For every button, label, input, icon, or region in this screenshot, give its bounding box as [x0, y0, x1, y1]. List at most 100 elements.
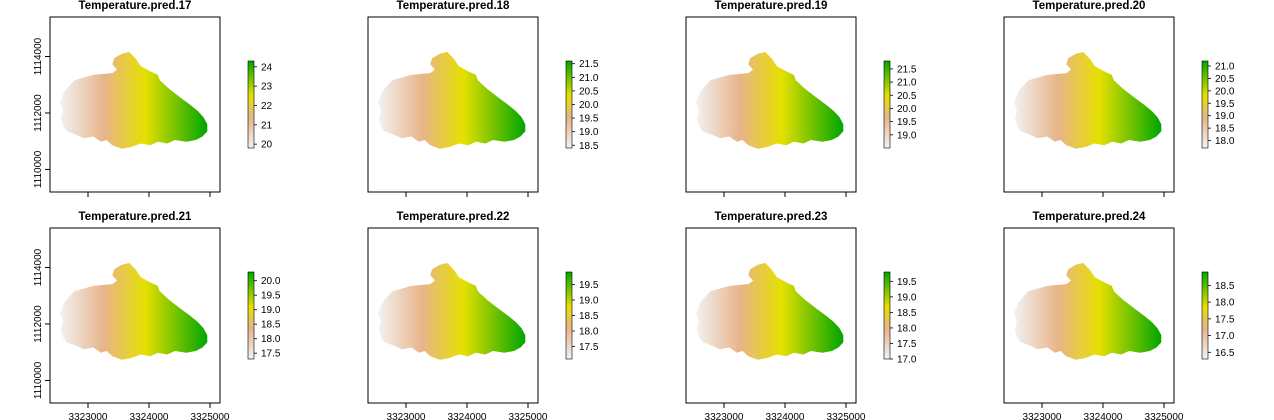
legend-tick-label: 17.5	[1215, 314, 1235, 325]
panel-title: Temperature.pred.21	[79, 211, 193, 223]
legend-tick-label: 18.0	[1215, 298, 1235, 309]
panel-title: Temperature.pred.23	[715, 211, 828, 223]
legend-tick-label: 19.0	[897, 130, 917, 141]
legend-tick-label: 19.5	[897, 277, 917, 288]
raster-region	[696, 263, 844, 360]
panel-title: Temperature.pred.19	[715, 0, 828, 12]
legend-tick-label: 23	[261, 82, 273, 93]
legend-tick-label: 21.0	[1215, 61, 1235, 72]
legend-tick-label: 18.5	[897, 308, 917, 319]
map-panel: Temperature.pred.23 3323000 3324000 3325000…	[685, 211, 917, 420]
legend-tick-label: 18.0	[897, 323, 917, 334]
legend-tick-label: 20.0	[579, 100, 599, 111]
legend-tick-label: 17.5	[579, 342, 599, 353]
panel-title: Temperature.pred.18	[397, 0, 511, 12]
plot-frame	[685, 227, 857, 404]
legend-tick-label: 21.0	[897, 78, 917, 89]
x-tick-label: 3324000	[1084, 412, 1123, 420]
x-tick-label: 3323000	[69, 412, 108, 420]
legend-tick-label: 18.5	[1215, 124, 1235, 135]
y-tick-label: 1112000	[33, 94, 44, 132]
map-panel: Temperature.pred.21 1110000 1112000 1114000…	[33, 211, 281, 420]
raster-region	[1014, 263, 1162, 360]
legend-tick-label: 19.0	[579, 295, 599, 306]
raster-region	[696, 52, 844, 149]
legend-tick-label: 19.5	[261, 291, 281, 302]
x-tick-label: 3324000	[130, 412, 169, 420]
legend-tick-label: 20.5	[1215, 74, 1235, 85]
panel-title: Temperature.pred.24	[1033, 211, 1147, 223]
legend-tick-label: 18.5	[579, 141, 599, 152]
legend-tick-label: 20	[261, 140, 273, 151]
raster-region	[60, 52, 208, 149]
legend-tick-label: 21.0	[579, 73, 599, 84]
legend-tick-label: 20.0	[261, 276, 281, 287]
legend-tick-label: 18.0	[579, 327, 599, 338]
panel-title: Temperature.pred.22	[397, 211, 510, 223]
legend-tick-label: 19.5	[579, 114, 599, 125]
raster-region	[60, 263, 208, 360]
legend-colorbar	[247, 60, 255, 149]
x-tick-label: 3325000	[509, 412, 548, 420]
plot-frame	[1003, 227, 1175, 404]
y-tick-label: 1114000	[33, 248, 44, 286]
raster-region	[378, 263, 526, 360]
legend-tick-label: 20.5	[897, 91, 917, 102]
raster-region	[378, 52, 526, 149]
legend-colorbar	[883, 60, 891, 149]
legend-tick-label: 24	[261, 62, 273, 73]
legend-tick-label: 18.5	[261, 320, 281, 331]
map-panel: Temperature.pred.2018.018.519.019.520.02…	[1003, 0, 1235, 197]
legend-tick-label: 18.0	[261, 334, 281, 345]
legend-tick-label: 21.5	[897, 64, 917, 75]
map-panel: Temperature.pred.24 3323000 3324000 3325000…	[1003, 211, 1235, 420]
legend-tick-label: 19.5	[897, 117, 917, 128]
legend-colorbar	[883, 271, 891, 360]
legend-tick-label: 22	[261, 101, 273, 112]
legend-tick-label: 18.5	[579, 311, 599, 322]
legend-tick-label: 20.5	[579, 86, 599, 97]
plot-frame	[685, 16, 857, 193]
x-tick-label: 3325000	[1145, 412, 1184, 420]
x-tick-label: 3325000	[827, 412, 866, 420]
legend-tick-label: 18.5	[1215, 281, 1235, 292]
legend-tick-label: 17.0	[1215, 331, 1235, 342]
y-tick-label: 1110000	[33, 361, 44, 399]
legend-tick-label: 19.0	[579, 127, 599, 138]
map-panel: Temperature.pred.17 1110000 1112000 1114000…	[33, 0, 273, 197]
x-tick-label: 3324000	[448, 412, 487, 420]
legend-tick-label: 16.5	[1215, 348, 1235, 359]
plot-frame	[367, 16, 539, 193]
plot-frame	[49, 227, 221, 404]
map-panel: Temperature.pred.18 18.5 19.0 19.5 20.0 20.5 2…	[367, 0, 599, 197]
map-panel: Temperature.pred.22 3323000 3324000 3325000…	[367, 211, 599, 420]
plot-frame	[49, 16, 221, 193]
x-tick-label: 3324000	[766, 412, 805, 420]
y-tick-label: 1110000	[33, 150, 44, 188]
legend-colorbar	[565, 271, 573, 360]
legend-tick-label: 19.5	[579, 280, 599, 291]
legend-tick-label: 19.0	[261, 305, 281, 316]
x-tick-label: 3325000	[191, 412, 230, 420]
legend-tick-label: 19.0	[897, 292, 917, 303]
plot-frame	[1003, 16, 1175, 193]
legend-tick-label: 17.5	[897, 339, 917, 350]
legend-colorbar	[565, 60, 573, 149]
legend-tick-label: 17.5	[261, 349, 281, 360]
legend-tick-label: 17.0	[897, 355, 917, 366]
plot-frame	[367, 227, 539, 404]
legend-tick-label: 21	[261, 120, 273, 131]
raster-region	[1014, 52, 1162, 149]
legend-tick-label: 19.0	[1215, 111, 1235, 122]
panel-title: Temperature.pred.20	[1033, 0, 1146, 12]
y-tick-label: 1112000	[33, 305, 44, 343]
legend-tick-label: 21.5	[579, 59, 599, 70]
legend-colorbar	[247, 271, 255, 360]
legend-tick-label: 20.0	[1215, 86, 1235, 97]
map-panel: Temperature.pred.19 19.0 19.5 20.0 20.5 21.0 2…	[685, 0, 917, 197]
legend-tick-label: 19.5	[1215, 99, 1235, 110]
y-tick-label: 1114000	[33, 37, 44, 75]
x-tick-label: 3323000	[705, 412, 744, 420]
panel-title: Temperature.pred.17	[79, 0, 192, 12]
